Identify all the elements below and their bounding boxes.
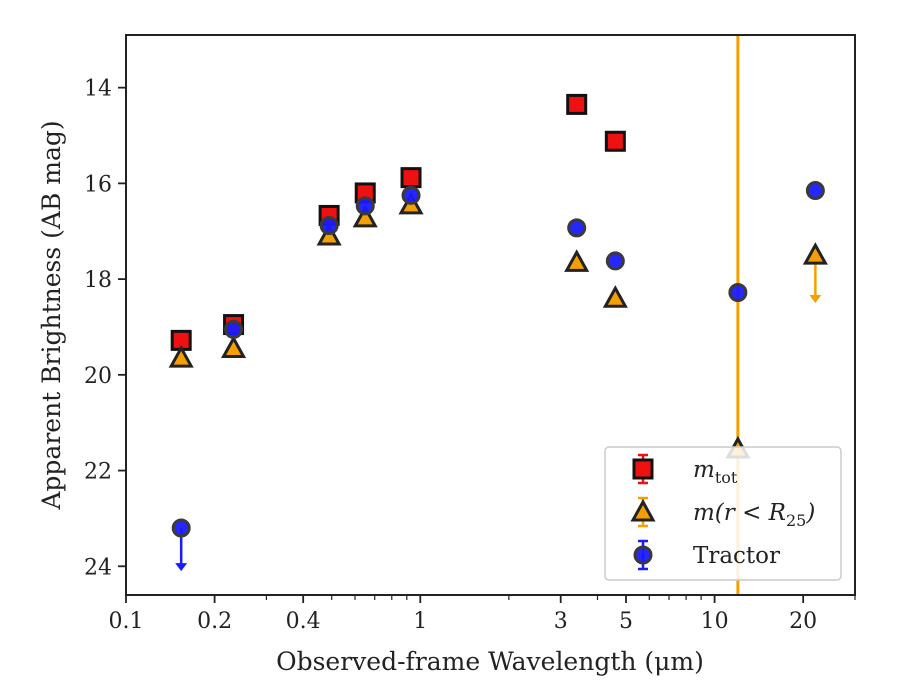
x-axis-label: Observed-frame Wavelength (μm) [276,647,704,676]
data-point-triangle [221,335,247,359]
x-tick-label: 3 [554,609,568,634]
legend-marker-circle [633,545,653,565]
y-tick-label: 18 [84,268,112,293]
data-point-triangle [802,242,828,265]
data-point-circle [728,283,748,303]
data-point-triangle [168,344,194,368]
data-point-square [400,167,422,189]
legend-marker-square [632,458,654,480]
upper-limit-arrowhead [809,295,822,304]
y-tick-label: 24 [84,555,112,580]
legend-box [604,446,842,581]
x-tick-label: 0.1 [109,609,144,634]
data-point-circle [171,518,191,538]
data-point-circle [401,185,421,205]
y-tick-label: 14 [84,77,112,102]
legend-label: Tractor [693,543,780,569]
x-tick-label: 0.2 [197,609,232,634]
data-point-circle [805,181,825,201]
data-point-triangle [352,204,378,228]
data-point-circle [224,319,244,339]
data-point-triangle [316,222,342,246]
y-tick-label: 20 [84,364,112,389]
x-tick-label: 10 [701,609,729,634]
plot-frame [125,34,856,596]
upper-limit-arrowhead [175,563,188,572]
x-tick-label: 1 [413,609,427,634]
data-point-square [566,93,588,115]
legend: mtot m(r < R25) Tractor [604,446,842,581]
y-axis-label: Apparent Brightness (AB mag) [37,120,66,510]
y-tick-label: 16 [84,172,112,197]
data-marks [168,93,828,538]
x-tick-label: 5 [619,609,633,634]
legend-label: mtot [693,457,738,487]
legend-marker-triangle [630,498,656,522]
data-point-circle [605,251,625,271]
x-tick-label: 20 [789,609,817,634]
legend-label: m(r < R25) [693,500,815,530]
data-point-triangle [602,285,628,308]
x-tick-label: 0.4 [286,609,321,634]
y-tick-label: 22 [84,460,112,485]
data-point-circle [567,218,587,238]
data-point-circle [355,196,375,216]
data-point-circle [319,215,339,235]
data-point-triangle [564,249,590,272]
axis-ticks: 0.1 0.2 0.4 1 3 5 10 20 14 16 18 20 22 24 [84,77,856,634]
data-point-square [604,130,626,152]
